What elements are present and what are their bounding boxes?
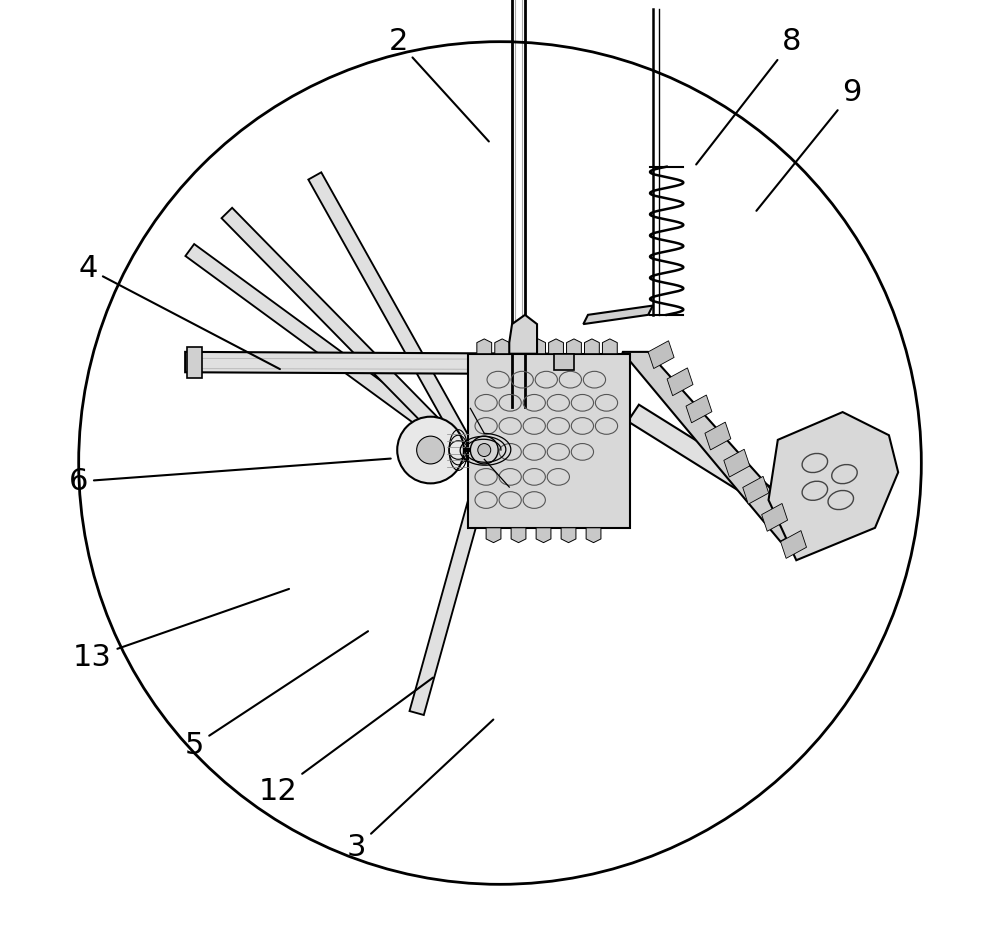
Polygon shape <box>468 354 630 528</box>
Polygon shape <box>724 449 750 477</box>
Polygon shape <box>308 172 479 461</box>
Polygon shape <box>602 339 617 354</box>
Text: 4: 4 <box>78 254 280 369</box>
Text: 2: 2 <box>388 27 489 142</box>
Polygon shape <box>554 354 574 370</box>
Polygon shape <box>513 339 528 354</box>
Polygon shape <box>567 339 581 354</box>
Polygon shape <box>781 531 807 558</box>
Ellipse shape <box>397 417 464 483</box>
Polygon shape <box>185 352 556 374</box>
Polygon shape <box>531 339 545 354</box>
Ellipse shape <box>470 436 498 464</box>
Polygon shape <box>743 476 769 504</box>
Polygon shape <box>495 339 510 354</box>
Text: 8: 8 <box>696 27 801 165</box>
Polygon shape <box>628 405 824 537</box>
Polygon shape <box>549 339 563 354</box>
Polygon shape <box>705 422 731 450</box>
Ellipse shape <box>417 436 444 464</box>
Polygon shape <box>187 347 202 378</box>
Polygon shape <box>536 528 551 543</box>
Polygon shape <box>511 528 526 543</box>
Polygon shape <box>622 352 806 542</box>
Polygon shape <box>477 339 492 354</box>
Polygon shape <box>584 339 599 354</box>
Polygon shape <box>686 395 712 423</box>
Text: 6: 6 <box>69 458 391 496</box>
Polygon shape <box>667 368 693 395</box>
Polygon shape <box>185 244 467 456</box>
Text: 9: 9 <box>756 78 862 211</box>
Polygon shape <box>509 315 537 354</box>
Polygon shape <box>222 207 468 459</box>
Polygon shape <box>769 412 898 560</box>
Polygon shape <box>586 528 601 543</box>
Text: 12: 12 <box>258 678 433 807</box>
Polygon shape <box>486 528 501 543</box>
Polygon shape <box>410 461 493 715</box>
Text: 5: 5 <box>185 632 368 760</box>
Polygon shape <box>762 504 788 532</box>
Polygon shape <box>648 341 674 369</box>
Polygon shape <box>583 306 653 324</box>
Polygon shape <box>561 528 576 543</box>
Text: 3: 3 <box>347 720 493 862</box>
Ellipse shape <box>478 444 491 457</box>
Text: 13: 13 <box>73 589 289 672</box>
